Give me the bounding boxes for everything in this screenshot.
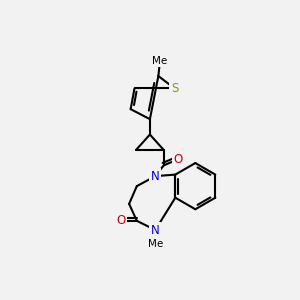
Text: Me: Me bbox=[148, 239, 163, 249]
Text: N: N bbox=[151, 224, 160, 236]
Text: O: O bbox=[174, 153, 183, 166]
Text: S: S bbox=[171, 82, 178, 95]
Text: O: O bbox=[117, 214, 126, 227]
Text: N: N bbox=[151, 169, 160, 183]
Text: Me: Me bbox=[152, 56, 167, 66]
